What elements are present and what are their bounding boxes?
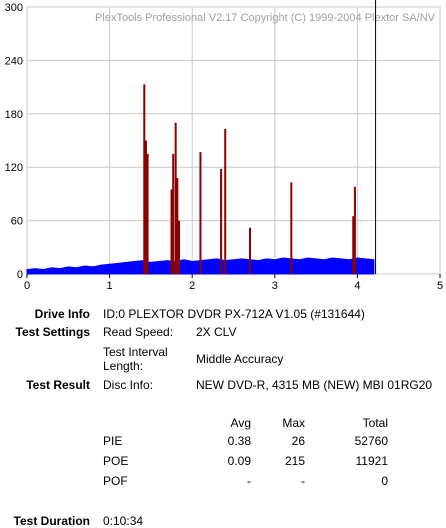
label: Test Result — [26, 378, 90, 392]
value: Disc Info: — [103, 378, 154, 392]
label: Test Duration — [13, 514, 90, 528]
value: Read Speed: — [103, 325, 174, 339]
stats-cell: 52760 — [354, 434, 388, 448]
stats-row-label: PIE — [103, 434, 123, 448]
stats-cell: 11921 — [355, 454, 388, 468]
stats-cell: 215 — [284, 454, 305, 468]
x-tick-label: 3 — [272, 280, 278, 292]
stats-header: Avg — [230, 416, 251, 430]
stats-cell: - — [247, 474, 251, 488]
value: 0:10:34 — [103, 514, 144, 528]
x-tick-label: 4 — [354, 280, 360, 292]
value: Length: — [103, 359, 144, 373]
stats-header: Total — [362, 416, 388, 430]
x-tick-label: 0 — [24, 280, 30, 292]
y-tick-label: 180 — [5, 109, 23, 121]
chart: PlexTools Professional V2.17 Copyright (… — [5, 0, 443, 292]
label: Test Settings — [15, 325, 90, 339]
y-tick-label: 120 — [5, 162, 23, 174]
value: Test Interval — [103, 345, 168, 359]
x-tick-label: 5 — [437, 280, 443, 292]
value: 2X CLV — [196, 325, 237, 339]
label: Drive Info — [34, 307, 90, 321]
stats-header: Max — [282, 416, 305, 430]
plot-area — [26, 6, 441, 275]
stats-cell: 0.38 — [227, 434, 251, 448]
y-tick-label: 240 — [5, 55, 23, 67]
stats-row-label: POF — [103, 474, 128, 488]
value: Middle Accuracy — [196, 352, 284, 366]
stats-cell: 26 — [291, 434, 305, 448]
x-tick-label: 2 — [189, 280, 195, 292]
stats-cell: 0 — [381, 474, 388, 488]
caption: PlexTools Professional V2.17 Copyright (… — [95, 12, 436, 24]
stats-cell: 0.09 — [227, 454, 251, 468]
value: NEW DVD-R, 4315 MB (NEW) MBI 01RG20 — [196, 378, 433, 392]
y-tick-label: 0 — [17, 269, 23, 281]
stats-cell: - — [301, 474, 305, 488]
stats-row-label: POE — [103, 454, 129, 468]
value: ID:0 PLEXTOR DVDR PX-712A V1.05 (#131644… — [103, 307, 365, 321]
x-tick-label: 1 — [107, 280, 113, 292]
y-tick-label: 60 — [11, 216, 23, 228]
y-tick-label: 300 — [5, 2, 23, 14]
